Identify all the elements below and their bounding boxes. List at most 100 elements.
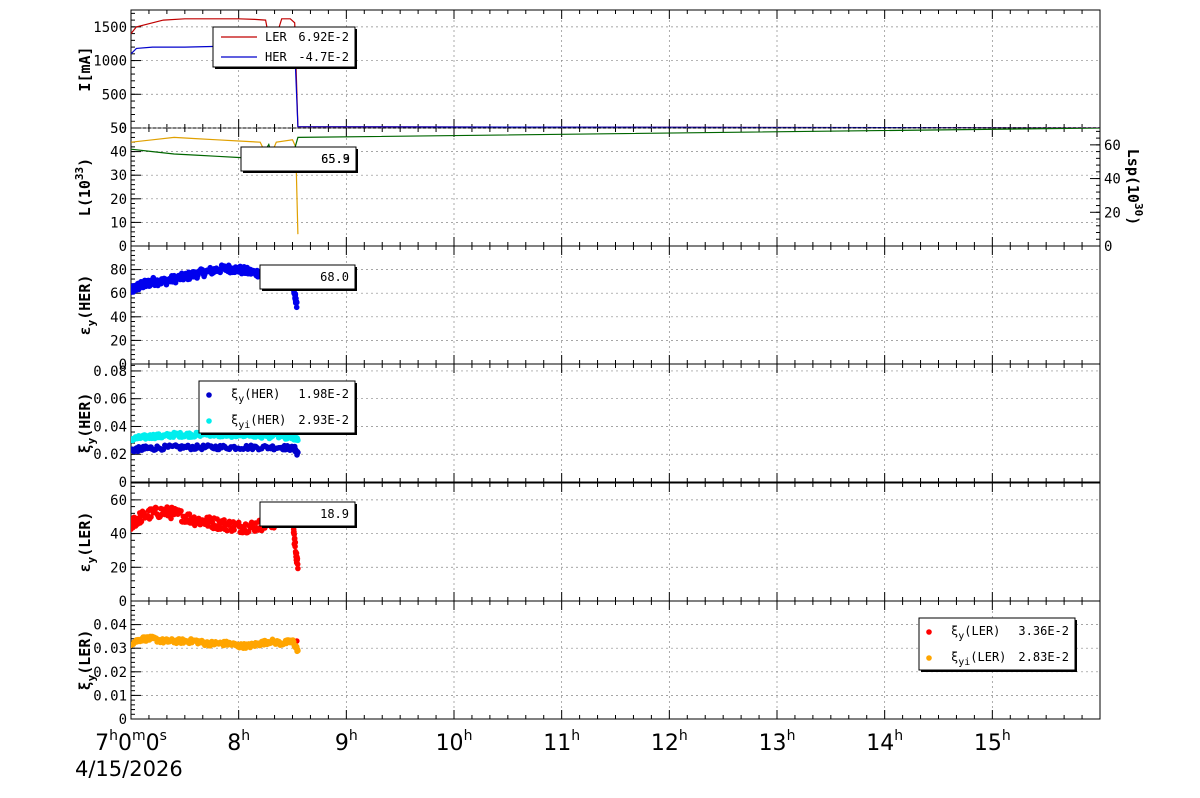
y-tick-label: 0 — [119, 594, 127, 610]
x-tick-label: 7h0m0s — [95, 728, 167, 756]
y-tick-label: 0.02 — [93, 447, 127, 463]
legend-value-orange: 65.3 — [321, 152, 350, 166]
x-tick-label: 12h — [651, 728, 688, 756]
legend-name: ξyi(HER) — [231, 413, 286, 431]
legend-value: 2.93E-2 — [298, 413, 349, 427]
legend-swatch — [926, 629, 932, 635]
data-point — [293, 304, 300, 311]
data-point — [292, 291, 299, 297]
legend-value: -4.7E-2 — [298, 50, 349, 64]
y-tick-label: 0.02 — [93, 665, 127, 681]
legend-box — [259, 501, 356, 527]
y-tick-label: 40 — [110, 527, 127, 543]
y-tick-label: 80 — [110, 263, 127, 279]
right-axis-label: Lsp(1030) — [1124, 149, 1145, 225]
data-point — [292, 543, 298, 550]
y-tick-label: 60 — [110, 286, 127, 302]
y-axis-label: L(1033) — [73, 158, 94, 216]
y-tick-label: 40 — [110, 310, 127, 326]
y-axis-label: ξy(HER) — [76, 393, 98, 454]
data-point — [292, 539, 299, 546]
y-tick-label: 50 — [110, 121, 127, 137]
y-tick-label: 0 — [119, 357, 127, 373]
legend-luminosity: 65.365.9 — [240, 146, 358, 173]
data-point — [295, 449, 301, 456]
x-tick-label: 11h — [543, 728, 580, 756]
data-point — [148, 514, 154, 520]
legend-name: ξy(HER) — [231, 387, 280, 405]
x-tick-label: 15h — [974, 728, 1011, 756]
panel-frame — [130, 482, 1101, 602]
data-point — [245, 528, 252, 535]
data-point — [206, 514, 213, 520]
y-tick-label: 20 — [110, 192, 127, 208]
legend-emit_ler: 18.9 — [259, 501, 357, 528]
x-tick-label: 13h — [759, 728, 796, 756]
legend-box — [918, 617, 1076, 671]
legend-box — [212, 26, 356, 68]
right-tick-label: 0 — [1104, 239, 1112, 255]
y-tick-label: 1500 — [93, 20, 127, 36]
y-tick-label: 0.03 — [93, 641, 127, 657]
data-point — [178, 508, 184, 514]
y-tick-label: 0 — [119, 239, 127, 255]
legend-name: LER — [265, 30, 287, 44]
data-point — [294, 561, 301, 567]
legend-swatch — [206, 418, 212, 424]
data-point — [138, 518, 145, 525]
y-tick-label: 0 — [119, 712, 127, 728]
legend-value: 2.83E-2 — [1018, 650, 1069, 664]
data-point — [186, 511, 193, 517]
y-tick-label: 0.04 — [93, 419, 127, 435]
legend-name: ξyi(LER) — [951, 650, 1006, 668]
data-point — [295, 565, 301, 572]
y-tick-label: 30 — [110, 168, 127, 184]
right-tick-label: 20 — [1104, 205, 1121, 221]
legend-value: 3.36E-2 — [1018, 624, 1069, 638]
series-points-ξy(HER) — [131, 442, 301, 458]
legend-box — [240, 146, 357, 172]
legend-xi_her: ξy(HER) 1.98E-2 ξyi(HER) 2.93E-2 — [198, 380, 357, 435]
x-tick-label: 14h — [866, 728, 903, 756]
data-layer — [131, 262, 300, 311]
legend-box — [259, 264, 356, 290]
y-tick-label: 20 — [110, 333, 127, 349]
legend-value: 6.92E-2 — [298, 30, 349, 44]
x-tick-label: 10h — [436, 728, 473, 756]
y-axis-label: I[mA] — [76, 46, 94, 91]
y-tick-label: 0.01 — [93, 688, 127, 704]
legend-value-green: 65.9 — [321, 152, 350, 166]
legend-emit_her: 68.0 — [259, 264, 357, 291]
legend-value-εy(LER): 18.9 — [320, 507, 349, 521]
x-tick-label: 9h — [335, 728, 358, 756]
legend-name: ξy(LER) — [951, 624, 1000, 642]
data-layer — [131, 633, 301, 655]
y-tick-label: 60 — [110, 493, 127, 509]
y-tick-label: 10 — [110, 215, 127, 231]
y-tick-label: 0.04 — [93, 618, 127, 634]
data-point — [153, 505, 160, 512]
panel-emit_ler: 0 20 40 60 εy(LER) 18.9 — [76, 482, 1101, 610]
y-tick-label: 500 — [102, 87, 127, 103]
y-tick-label: 0.08 — [93, 364, 127, 380]
data-point — [168, 515, 174, 522]
y-axis-label: εy(HER) — [76, 275, 98, 336]
legend-name: HER — [265, 50, 287, 64]
panel-current: 0 500 1000 1500 I[mA] LER 6.92E-2 HER -4.7E-2 — [76, 9, 1101, 137]
y-tick-label: 20 — [110, 560, 127, 576]
y-axis-label: εy(LER) — [76, 512, 98, 573]
data-point — [295, 647, 301, 654]
series-line-LER — [131, 18, 1100, 128]
legend-swatch — [926, 655, 932, 661]
series-points-ξyi(LER) — [131, 633, 301, 655]
data-point — [295, 437, 301, 444]
right-tick-label: 40 — [1104, 172, 1121, 188]
y-tick-label: 1000 — [93, 54, 127, 70]
legend-box — [198, 380, 356, 434]
data-point — [294, 555, 301, 562]
series-points-εy(HER) — [131, 262, 300, 311]
right-tick-label: 60 — [1104, 138, 1121, 154]
